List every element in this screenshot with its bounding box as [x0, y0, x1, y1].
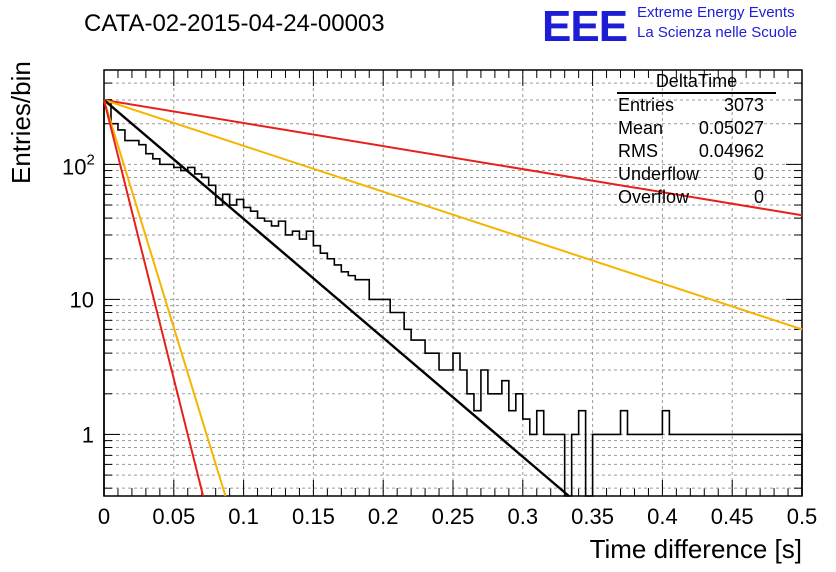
- stats-label: RMS: [618, 141, 658, 161]
- stats-value: 0: [753, 164, 764, 184]
- stats-box: DeltaTime Entries 3073 Mean 0.05027 RMS 0.0…: [612, 70, 804, 209]
- stats-label: Mean: [618, 118, 664, 138]
- stats-row-rms: RMS 0.04962: [612, 140, 804, 163]
- stats-value: 3073: [723, 95, 764, 115]
- fit-line: [103, 99, 227, 497]
- x-tick-label: 0.15: [292, 504, 335, 529]
- x-axis-label: Time difference [s]: [589, 534, 802, 564]
- logo-line-2: La Scienza nelle Scuole: [637, 24, 798, 41]
- chart-title: CATA-02-2015-04-24-00003: [84, 10, 385, 37]
- y-tick-label: 102: [62, 151, 95, 179]
- logo-caption: Extreme Energy Events La Scienza nelle S…: [637, 3, 797, 43]
- x-tick-label: 0.05: [152, 504, 195, 529]
- fit-line: [103, 98, 803, 217]
- stats-row-overflow: Overflow 0: [612, 186, 804, 209]
- stats-label: Underflow: [618, 164, 700, 184]
- x-tick-label: 0.5: [787, 504, 818, 529]
- stats-label: Overflow: [618, 187, 690, 207]
- logo-line-1: Extreme Energy Events: [637, 4, 795, 21]
- x-tick-label: 0: [98, 504, 110, 529]
- stats-row-entries: Entries 3073: [612, 94, 804, 117]
- stats-row-mean: Mean 0.05027: [612, 117, 804, 140]
- x-tick-label: 0.2: [368, 504, 399, 529]
- x-tick-label: 0.3: [508, 504, 539, 529]
- x-tick-label: 0.35: [571, 504, 614, 529]
- x-tick-label: 0.25: [432, 504, 475, 529]
- y-axis-label: Entries/bin: [6, 61, 36, 184]
- stats-title: DeltaTime: [617, 70, 776, 94]
- eee-logo: EEE: [542, 2, 628, 51]
- stats-value: 0.04962: [698, 141, 764, 161]
- fit-line: [103, 99, 803, 331]
- x-tick-label: 0.4: [647, 504, 678, 529]
- y-tick-label: 1: [82, 422, 94, 447]
- x-tick-label: 0.1: [228, 504, 259, 529]
- stats-value: 0.05027: [698, 118, 764, 138]
- fit-line: [103, 99, 205, 497]
- histogram-bars: [103, 99, 803, 497]
- stats-row-underflow: Underflow 0: [612, 163, 804, 186]
- stats-label: Entries: [618, 95, 675, 115]
- x-tick-label: 0.45: [711, 504, 754, 529]
- fit-line: [103, 99, 570, 497]
- stats-value: 0: [753, 187, 764, 207]
- y-tick-label: 10: [70, 287, 94, 312]
